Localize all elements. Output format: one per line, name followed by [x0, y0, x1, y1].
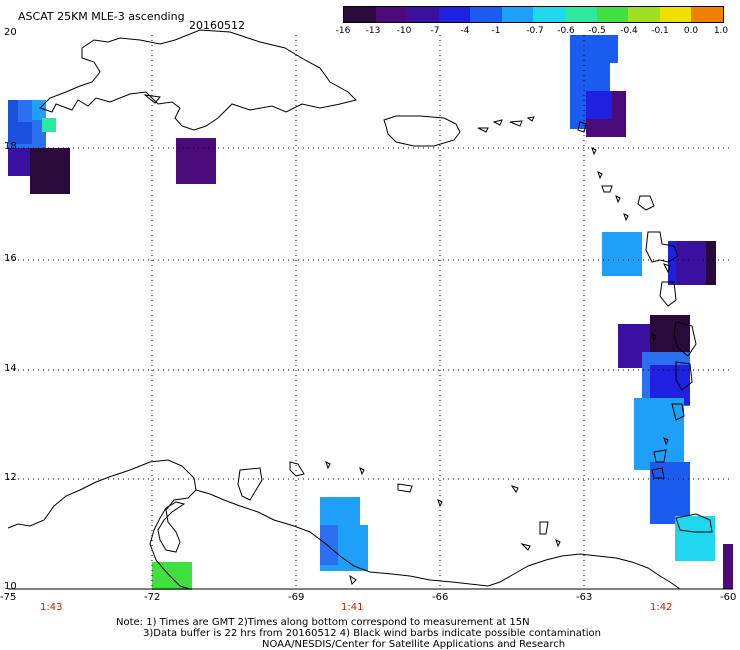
pass-time-label: 1:43: [40, 602, 63, 613]
legend-label: -16: [335, 26, 351, 36]
graticule: [8, 35, 733, 589]
legend-swatch: [407, 7, 439, 22]
legend-swatch: [565, 7, 597, 22]
color-legend: [343, 6, 724, 23]
lon-tick-label: -69: [288, 592, 305, 603]
legend-label: -0.4: [620, 26, 638, 36]
pass-time-label: 1:41: [341, 602, 364, 613]
note-line-2: 3)Data buffer is 22 hrs from 20160512 4)…: [143, 628, 601, 639]
wind-swaths: [8, 35, 733, 590]
legend-swatch: [375, 7, 408, 22]
legend-swatch: [438, 7, 471, 22]
legend-label: 0.0: [683, 26, 699, 36]
legend-label: -1: [491, 26, 501, 36]
legend-swatch: [470, 7, 502, 22]
lat-tick-label: 16: [4, 253, 17, 264]
coastlines: [7, 29, 713, 590]
lon-tick-label: -75: [0, 592, 17, 603]
lon-tick-label: -72: [144, 592, 161, 603]
legend-label: -4: [460, 26, 470, 36]
legend-label: -0.7: [526, 26, 544, 36]
lon-tick-label: -63: [576, 592, 593, 603]
lat-tick-label: 12: [4, 472, 17, 483]
legend-label: -0.5: [588, 26, 606, 36]
legend-swatch: [691, 7, 723, 22]
product-title: ASCAT 25KM MLE-3 ascending: [18, 10, 185, 23]
note-line-3: NOAA/NESDIS/Center for Satellite Applica…: [262, 639, 566, 650]
legend-label: -13: [365, 26, 381, 36]
lat-tick-label: 20: [4, 27, 17, 38]
lat-tick-label: 14: [4, 363, 17, 374]
lon-tick-label: -66: [432, 592, 449, 603]
legend-swatch: [344, 7, 376, 22]
legend-swatch: [596, 7, 629, 22]
legend-swatch: [659, 7, 692, 22]
lat-tick-label: 10: [4, 581, 17, 592]
legend-label: -0.1: [651, 26, 669, 36]
legend-label: -7: [430, 26, 440, 36]
legend-swatch: [628, 7, 660, 22]
lat-tick-label: 18: [4, 141, 17, 152]
legend-swatch: [533, 7, 566, 22]
lon-tick-label: -60: [720, 592, 737, 603]
legend-label: -0.6: [557, 26, 575, 36]
legend-swatch: [501, 7, 534, 22]
product-date: 20160512: [189, 19, 245, 32]
pass-time-label: 1:42: [650, 602, 673, 613]
legend-label: -10: [396, 26, 412, 36]
legend-label: 1.0: [713, 26, 729, 36]
note-line-1: Note: 1) Times are GMT 2)Times along bot…: [116, 617, 530, 628]
